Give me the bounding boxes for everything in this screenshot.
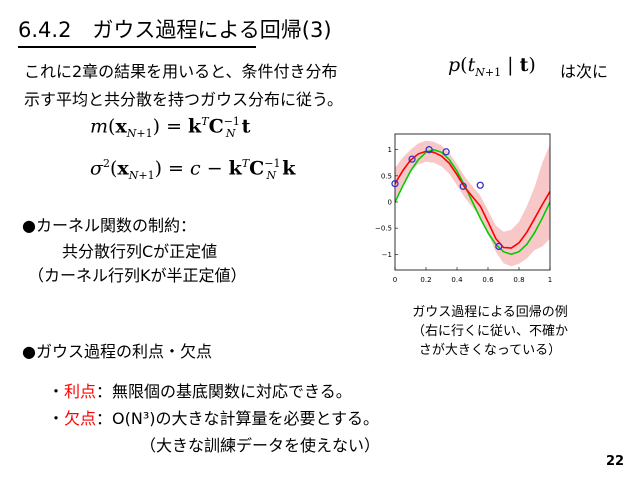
kernel-constraint-heading: ●カーネル関数の制約： bbox=[22, 216, 196, 235]
data-point bbox=[425, 146, 433, 154]
series-line-1 bbox=[395, 148, 550, 256]
y-tick-label: 1 bbox=[388, 146, 392, 154]
pros-dot: ・ bbox=[48, 382, 65, 401]
x-tick-label: 0.4 bbox=[451, 276, 463, 284]
gp-regression-chart: 0 0.2 0.4 0.6 0.8 1 1 0.5 0 −0.5 −1 bbox=[375, 133, 552, 284]
title-underline bbox=[18, 46, 256, 48]
data-point bbox=[408, 155, 416, 163]
intro-line2: 示す平均と共分散を持つガウス分布に従う。 bbox=[24, 90, 344, 109]
data-point bbox=[476, 181, 484, 189]
data-point bbox=[442, 148, 450, 156]
pros-line: ・利点：無限個の基底関数に対応できる。 bbox=[48, 378, 352, 402]
y-tick-label: 0.5 bbox=[381, 172, 392, 180]
page-title: 6.4.2 ガウス過程による回帰(3) bbox=[18, 18, 332, 42]
kernel-constraint-line2: （カーネル行列Kが半正定値） bbox=[28, 266, 247, 285]
chart-caption: ガウス過程による回帰の例 （右に行くに従い、不確か さが大きくなっている） bbox=[395, 303, 585, 360]
mean-formula: m(xN+1) = kTC−1N t bbox=[90, 115, 251, 141]
data-points-group bbox=[391, 146, 503, 251]
data-point bbox=[459, 182, 467, 190]
cons-label: 欠点 bbox=[64, 409, 97, 428]
variance-formula: σ2(xN+1) = c − kTC−1N k bbox=[90, 157, 296, 183]
intro-line1-suffix: は次に bbox=[560, 62, 609, 81]
x-tick-label: 0.8 bbox=[513, 276, 524, 284]
conditional-distribution-formula: p(tN+1 | t) bbox=[448, 54, 536, 79]
pros-text: ：無限個の基底関数に対応できる。 bbox=[96, 382, 352, 401]
kernel-constraint-line1: 共分散行列Cが正定値 bbox=[62, 242, 218, 261]
y-tick-label: −0.5 bbox=[375, 225, 392, 233]
pros-cons-heading: ●ガウス過程の利点・欠点 bbox=[22, 342, 212, 361]
curves-group bbox=[395, 148, 550, 256]
cons-subtext: （大きな訓練データを使えない） bbox=[140, 436, 381, 455]
y-tick-label: −1 bbox=[382, 251, 392, 259]
page-number: 22 bbox=[606, 454, 625, 469]
caption-line1: ガウス過程による回帰の例 bbox=[412, 305, 568, 320]
tick-labels-group: 0 0.2 0.4 0.6 0.8 1 1 0.5 0 −0.5 −1 bbox=[375, 146, 552, 284]
series-line-2 bbox=[395, 150, 550, 249]
cons-line: ・欠点：O(N³)の大きな計算量を必要とする。 bbox=[48, 405, 379, 429]
x-tick-label: 0.6 bbox=[482, 276, 494, 284]
intro-line1-prefix: これに2章の結果を用いると、条件付き分布 bbox=[24, 62, 338, 81]
data-point bbox=[495, 242, 503, 251]
x-tick-label: 1 bbox=[548, 276, 552, 284]
cons-text: ：O(N³)の大きな計算量を必要とする。 bbox=[96, 409, 380, 428]
x-tick-label: 0.2 bbox=[420, 276, 431, 284]
y-tick-label: 0 bbox=[388, 199, 392, 207]
pros-label: 利点 bbox=[64, 382, 97, 401]
x-tick-label: 0 bbox=[393, 276, 397, 284]
data-point bbox=[391, 180, 399, 188]
cons-dot: ・ bbox=[48, 409, 65, 428]
caption-line3: さが大きくなっている） bbox=[418, 343, 562, 358]
caption-line2: （右に行くに従い、不確か bbox=[411, 324, 568, 339]
